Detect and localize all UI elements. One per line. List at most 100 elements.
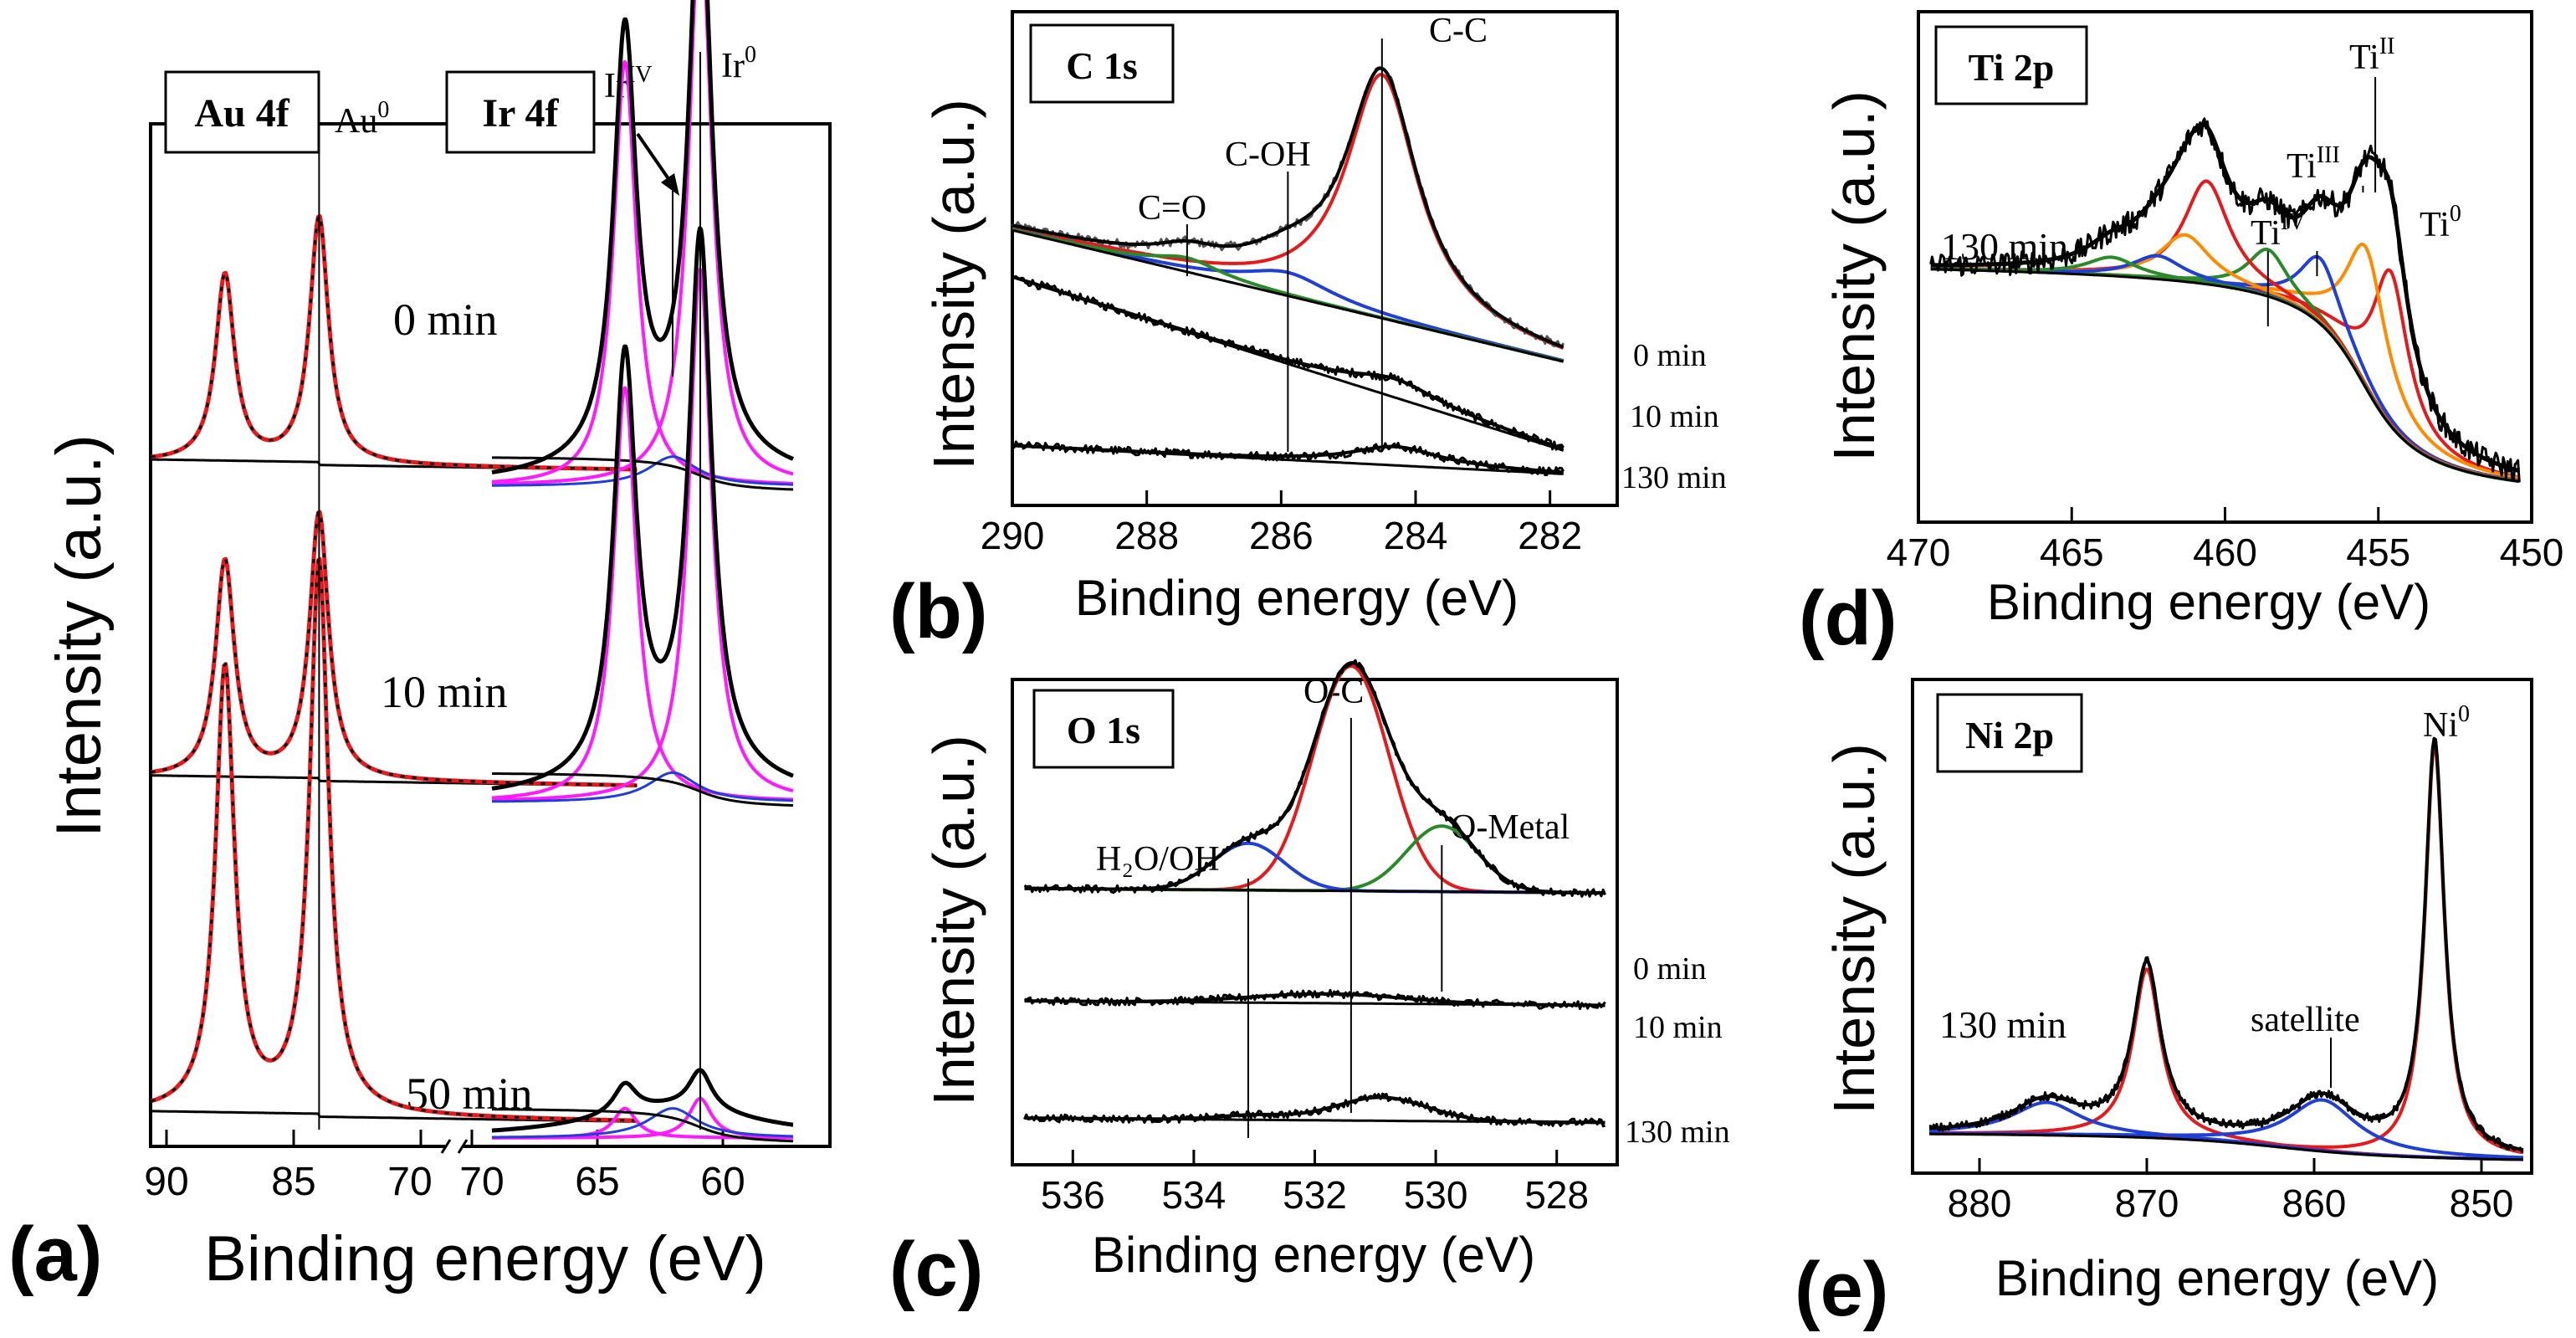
- panel-a-tick-labels: 90 85 70 70 65 60: [144, 1160, 745, 1204]
- panel-b-time-0min: 0 min: [1633, 338, 1707, 373]
- panel-d-box-text: Ti 2p: [1969, 46, 2055, 89]
- panel-a-panel-label: (a): [8, 1212, 102, 1297]
- panel-e-box-text: Ni 2p: [1965, 714, 2054, 756]
- panel-a-box-ir-frame: [445, 70, 596, 154]
- panel-a-box-au-frame: [164, 70, 320, 154]
- x-tick-label: 455: [2346, 531, 2410, 574]
- panel-e-plot: [1928, 736, 2524, 1161]
- panel-b-time-130min: 130 min: [1621, 460, 1727, 495]
- ti2p-raw: [1929, 117, 2521, 483]
- ni2p-raw: [1928, 737, 2524, 1153]
- panel-c-box: O 1s: [1032, 689, 1175, 769]
- panel-a-time-10min: 10 min: [381, 667, 508, 717]
- label-sup: II: [2379, 33, 2395, 59]
- o1s-envelope-2: [1024, 1095, 1606, 1125]
- panel-a-tick-label: 70: [387, 1160, 432, 1204]
- x-tick-label: 286: [1249, 514, 1314, 557]
- panel-e-panel-label: (e): [1795, 1247, 1888, 1332]
- panel-a-ylabel: Intensity (a.u.): [44, 434, 115, 838]
- panel-d-annotation-ti-0: Ti0: [2420, 201, 2461, 244]
- panel-c-time-10min: 10 min: [1633, 1010, 1723, 1045]
- panel-a-ticks: [165, 1130, 725, 1146]
- label-sup: 0: [745, 42, 756, 68]
- panel-b-annotation-co: C=O: [1138, 189, 1206, 228]
- label-sup: 0: [377, 97, 389, 123]
- panel-a-annotation-ir0-label: Ir0: [721, 42, 756, 85]
- o1s-envelope-1: [1024, 992, 1606, 1007]
- ir-component-1-1: [491, 267, 794, 802]
- c1s-envelope-2: [1011, 443, 1564, 474]
- x-tick-label: 860: [2282, 1182, 2347, 1225]
- ni2p-envelope: [1928, 736, 2524, 1152]
- panel-a-arrowhead-ir-iv: [661, 173, 679, 196]
- ir-background-2: [491, 1108, 794, 1143]
- panel-b-time-10min: 10 min: [1630, 399, 1719, 434]
- label-base: Ti: [2287, 147, 2317, 186]
- panel-a-tick-label: 60: [700, 1160, 745, 1204]
- panel-d-xlabel: Binding energy (eV): [1987, 574, 2430, 630]
- panel-e-annotation-satellite: satellite: [2251, 1001, 2360, 1039]
- ti2p-component-7: [1930, 255, 2520, 484]
- label-base: Au: [335, 102, 377, 141]
- au-fit-1: [151, 510, 638, 788]
- x-tick-label: 530: [1404, 1173, 1468, 1217]
- panel-b-box: C 1s: [1029, 23, 1175, 104]
- panel-b-ylabel: Intensity (a.u.): [921, 99, 986, 470]
- panel-b-annotation-cc: C-C: [1429, 12, 1488, 50]
- panel-a-tick-label: 85: [271, 1160, 315, 1204]
- panel-a-axis-break-mark-1: [440, 1139, 452, 1154]
- ni2p-component-0: [1928, 744, 2524, 1155]
- ir-iv-component-1: [491, 771, 794, 803]
- panel-b-box-frame: [1029, 23, 1175, 104]
- panel-a-box-au: Au 4f: [164, 70, 320, 154]
- panel-b-frame: [1011, 10, 1619, 507]
- panel-a-plot: [151, 0, 795, 1143]
- panel-a-tick-label: 70: [459, 1160, 504, 1204]
- au-fit-2: [151, 556, 638, 1123]
- panel-c: 536 534 532 530 528 Binding energy (eV) (c) …: [889, 659, 1730, 1312]
- panel-b-annotation-coh: C-OH: [1225, 136, 1311, 174]
- panel-b-xlabel: Binding energy (eV): [1075, 570, 1518, 626]
- label-base: Ni: [2423, 706, 2458, 745]
- x-tick-label: 532: [1283, 1173, 1347, 1217]
- panel-d-box-frame: [1934, 25, 2088, 105]
- panel-a-annotation-au0-label: Au0: [335, 97, 389, 141]
- panel-c-box-frame: [1032, 689, 1175, 769]
- ir-component-0-1: [491, 0, 794, 486]
- panel-a-annotation-au0: Au0: [335, 97, 389, 141]
- panel-d-panel-label: (d): [1799, 576, 1897, 661]
- panel-e: 880 870 860 850 Binding energy (eV) (e) Int…: [1795, 678, 2533, 1332]
- au-envelope-0: [151, 214, 638, 471]
- x-tick-label: 880: [1948, 1182, 2012, 1225]
- ti2p-component-2: [1930, 254, 2520, 483]
- x-tick-label: 870: [2115, 1182, 2179, 1225]
- panel-c-time-130min: 130 min: [1625, 1115, 1730, 1150]
- panel-e-box: Ni 2p: [1936, 693, 2083, 773]
- label-base: Ti: [2349, 38, 2379, 77]
- panel-a-time-0min: 0 min: [393, 295, 498, 345]
- x-tick-label: 288: [1114, 514, 1179, 557]
- panel-c-plot: [1023, 659, 1606, 1138]
- panel-a-tick-label: 65: [575, 1160, 619, 1204]
- x-tick-label: 284: [1384, 514, 1448, 557]
- x-tick-label: 282: [1518, 514, 1582, 557]
- panel-a-tick-label: 90: [144, 1160, 188, 1204]
- panel-e-xlabel: Binding energy (eV): [1995, 1250, 2439, 1306]
- label-sup: 0: [2450, 201, 2461, 227]
- panel-d-annotation-ti-ii: TiII: [2349, 33, 2395, 77]
- x-tick-label: 536: [1041, 1173, 1105, 1217]
- au-envelope-2: [151, 557, 638, 1122]
- panel-c-annotation-h2ooh: H₂O/OH: [1096, 840, 1220, 879]
- panel-a: 90 85 70 70 65 60 Binding energy (eV) (a…: [8, 0, 832, 1297]
- panel-c-ylabel: Intensity (a.u.): [921, 735, 986, 1106]
- panel-e-ticks: 880 870 860 850: [1948, 1158, 2513, 1225]
- ir-iv-component-2: [491, 1107, 794, 1139]
- panel-c-box-text: O 1s: [1067, 709, 1140, 751]
- ti2p-background: [1930, 268, 2520, 483]
- panel-e-ylabel: Intensity (a.u.): [1821, 743, 1887, 1115]
- label-sup: III: [2317, 142, 2340, 168]
- panel-c-annotation-ometal: O-Metal: [1451, 808, 1570, 847]
- label-base: Ti: [2420, 206, 2450, 244]
- panel-b-ticks: 290 288 286 284 282: [981, 490, 1582, 557]
